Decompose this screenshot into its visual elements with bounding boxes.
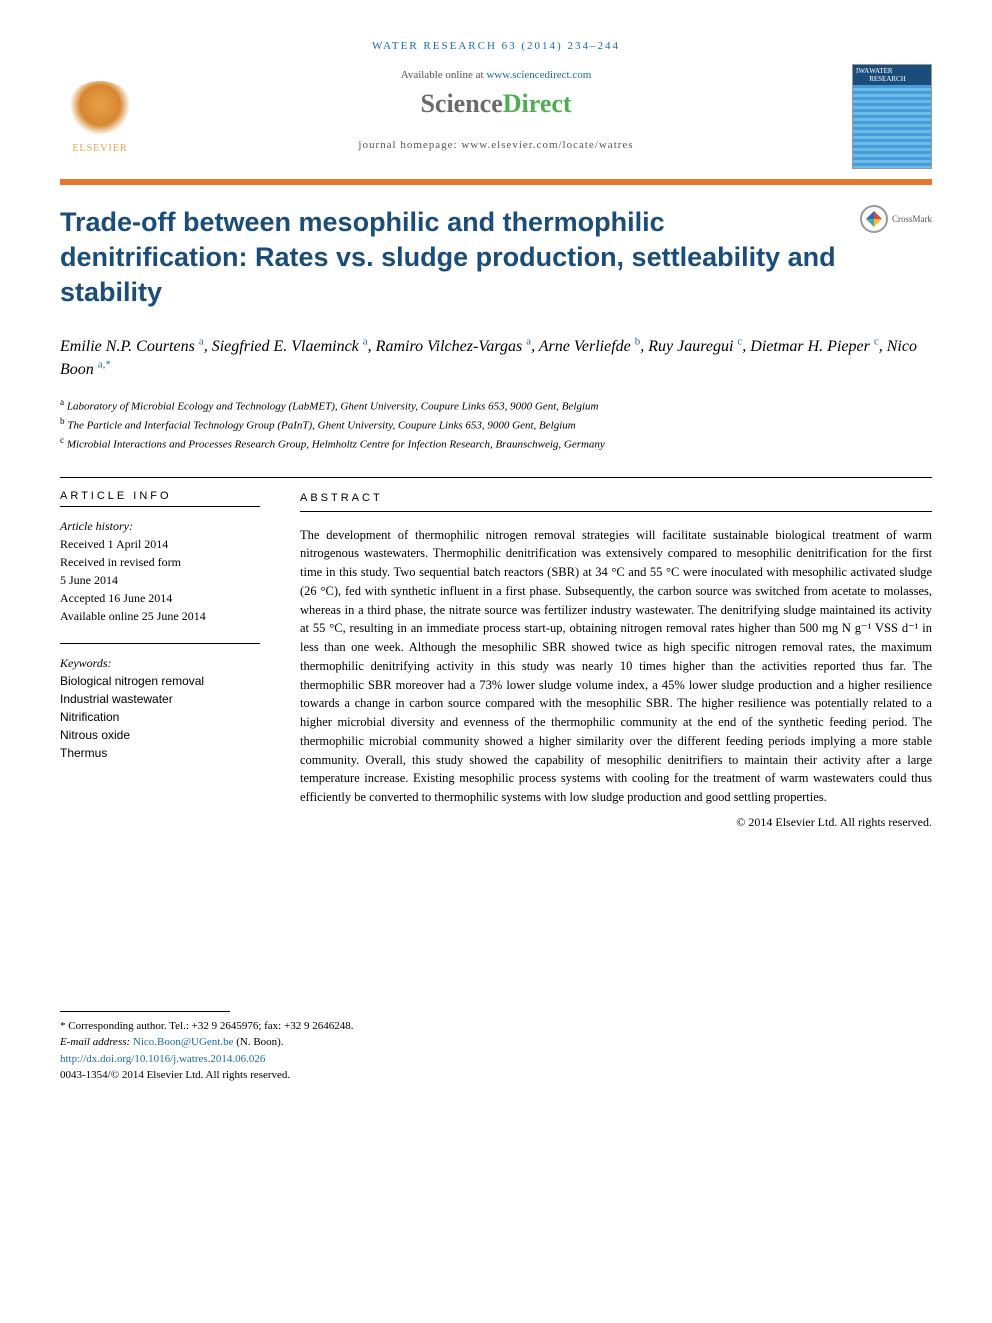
cover-header: IWAWATER RESEARCH [853, 65, 931, 85]
available-online-text: Available online at www.sciencedirect.co… [140, 69, 852, 81]
history-label: Article history: [60, 517, 260, 535]
abstract-text: The development of thermophilic nitrogen… [300, 526, 932, 807]
keyword-item: Industrial wastewater [60, 690, 260, 708]
author: Ramiro Vilchez-Vargas a [376, 338, 531, 355]
keyword-item: Biological nitrogen removal [60, 672, 260, 690]
keyword-item: Nitrous oxide [60, 726, 260, 744]
cover-art [853, 85, 931, 168]
footnote-block: * Corresponding author. Tel.: +32 9 2645… [60, 1018, 932, 1084]
journal-cover-thumbnail: IWAWATER RESEARCH [852, 64, 932, 169]
affiliation-ref[interactable]: a [363, 335, 368, 347]
info-divider [60, 506, 260, 507]
history-line: Accepted 16 June 2014 [60, 589, 260, 607]
sd-direct-text: Direct [503, 89, 572, 118]
journal-homepage: journal homepage: www.elsevier.com/locat… [140, 139, 852, 151]
crossmark-icon [860, 205, 888, 233]
elsevier-tree-icon [65, 81, 135, 141]
keywords-divider [60, 643, 260, 644]
affiliation-a: a Laboratory of Microbial Ecology and Te… [60, 396, 932, 415]
section-divider [60, 477, 932, 478]
author: Emilie N.P. Courtens a [60, 338, 204, 355]
affiliation-ref[interactable]: a [98, 359, 103, 371]
sciencedirect-link[interactable]: www.sciencedirect.com [486, 69, 591, 81]
history-line: Received in revised form [60, 553, 260, 571]
article-title: Trade-off between mesophilic and thermop… [60, 205, 860, 310]
article-info-column: ARTICLE INFO Article history: Received 1… [60, 490, 260, 831]
citation-link[interactable]: WATER RESEARCH 63 (2014) 234–244 [372, 40, 620, 52]
crossmark-badge[interactable]: CrossMark [860, 205, 932, 233]
sd-science-text: Science [420, 89, 502, 118]
history-line: Available online 25 June 2014 [60, 607, 260, 625]
affiliation-ref[interactable]: c [737, 335, 742, 347]
center-branding: Available online at www.sciencedirect.co… [140, 64, 852, 151]
citation-header: WATER RESEARCH 63 (2014) 234–244 [60, 40, 932, 52]
keywords-label: Keywords: [60, 654, 260, 672]
article-info-heading: ARTICLE INFO [60, 490, 260, 502]
affiliation-c: c Microbial Interactions and Processes R… [60, 434, 932, 453]
info-abstract-row: ARTICLE INFO Article history: Received 1… [60, 490, 932, 831]
abstract-column: ABSTRACT The development of thermophilic… [300, 490, 932, 831]
orange-divider-bar [60, 179, 932, 185]
issn-copyright: 0043-1354/© 2014 Elsevier Ltd. All right… [60, 1067, 932, 1084]
affiliation-b: b The Particle and Interfacial Technolog… [60, 415, 932, 434]
abstract-copyright: © 2014 Elsevier Ltd. All rights reserved… [300, 813, 932, 831]
abstract-divider [300, 511, 932, 512]
footnote-divider [60, 1011, 230, 1012]
article-history: Article history: Received 1 April 2014Re… [60, 517, 260, 625]
affiliation-ref[interactable]: c [874, 335, 879, 347]
sciencedirect-logo: ScienceDirect [140, 89, 852, 119]
history-line: 5 June 2014 [60, 571, 260, 589]
author: Siegfried E. Vlaeminck a [212, 338, 368, 355]
homepage-url: www.elsevier.com/locate/watres [461, 139, 633, 151]
abstract-heading: ABSTRACT [300, 490, 932, 507]
elsevier-label: ELSEVIER [72, 143, 127, 154]
author: Dietmar H. Pieper c [750, 338, 878, 355]
elsevier-logo: ELSEVIER [60, 64, 140, 154]
corresponding-author: * Corresponding author. Tel.: +32 9 2645… [60, 1018, 932, 1035]
affiliations-list: a Laboratory of Microbial Ecology and Te… [60, 396, 932, 453]
email-line: E-mail address: Nico.Boon@UGent.be (N. B… [60, 1034, 932, 1051]
history-line: Received 1 April 2014 [60, 535, 260, 553]
affiliation-ref[interactable]: a [199, 335, 204, 347]
email-link[interactable]: Nico.Boon@UGent.be [133, 1036, 234, 1048]
affiliation-ref[interactable]: b [635, 335, 641, 347]
author: Ruy Jauregui c [648, 338, 742, 355]
affiliation-ref[interactable]: a [526, 335, 531, 347]
author: Arne Verliefde b [539, 338, 640, 355]
keyword-item: Thermus [60, 744, 260, 762]
authors-list: Emilie N.P. Courtens a, Siegfried E. Vla… [60, 334, 932, 381]
keyword-item: Nitrification [60, 708, 260, 726]
keywords-block: Keywords: Biological nitrogen removalInd… [60, 654, 260, 762]
title-row: Trade-off between mesophilic and thermop… [60, 205, 932, 310]
top-branding-row: ELSEVIER Available online at www.science… [60, 64, 932, 169]
doi-link[interactable]: http://dx.doi.org/10.1016/j.watres.2014.… [60, 1053, 265, 1065]
